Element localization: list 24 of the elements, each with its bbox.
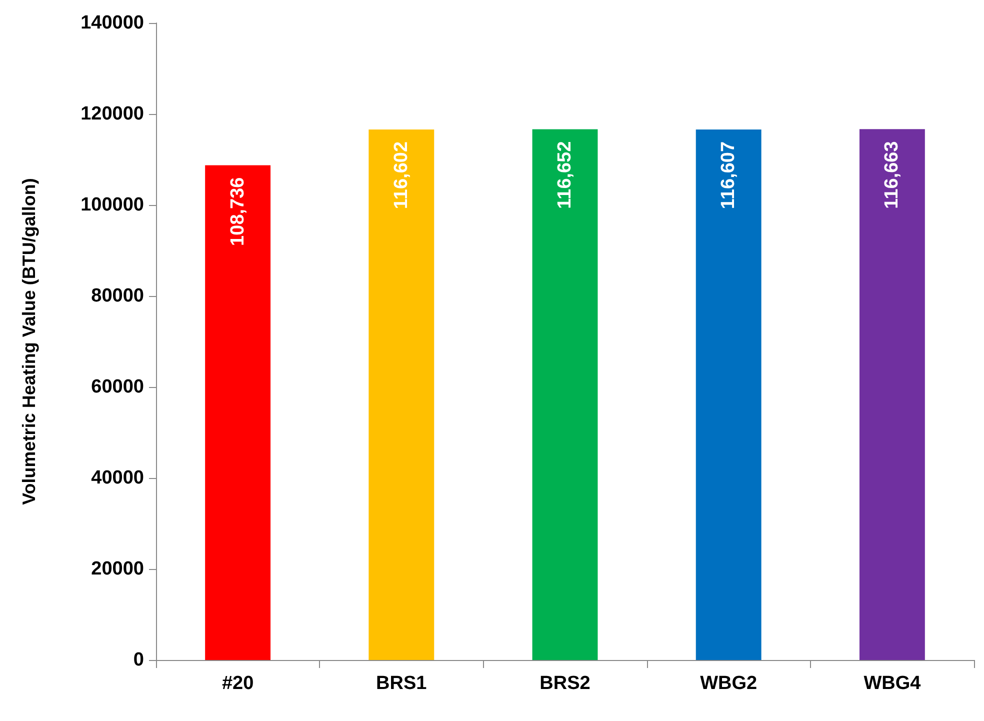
x-tick-label: #20	[222, 673, 254, 694]
bar	[532, 129, 598, 660]
data-label: 116,652	[554, 141, 576, 209]
data-label: 116,663	[882, 141, 903, 209]
y-axis-title: Volumetric Heating Value (BTU/gallon)	[19, 178, 39, 505]
bar	[368, 129, 434, 660]
x-tick-label: WBG2	[700, 673, 758, 694]
bar	[696, 129, 762, 660]
bar	[859, 129, 925, 660]
y-tick-label: 80000	[91, 286, 144, 306]
x-tick-label: BRS1	[376, 673, 428, 694]
x-tick-label: WBG4	[864, 673, 922, 694]
y-tick-label: 20000	[91, 558, 144, 580]
y-tick-label: 40000	[91, 468, 144, 488]
y-tick-label: 120000	[80, 104, 144, 124]
y-tick-label: 140000	[80, 12, 144, 34]
y-tick-label: 60000	[91, 376, 144, 398]
y-tick-label: 100000	[80, 194, 144, 216]
data-label: 116,607	[718, 141, 740, 210]
y-tick-label: 0	[133, 650, 144, 670]
x-tick-label: BRS2	[540, 673, 590, 694]
data-label: 116,602	[390, 141, 412, 210]
bar	[205, 165, 271, 660]
data-label: 108,736	[227, 177, 248, 246]
